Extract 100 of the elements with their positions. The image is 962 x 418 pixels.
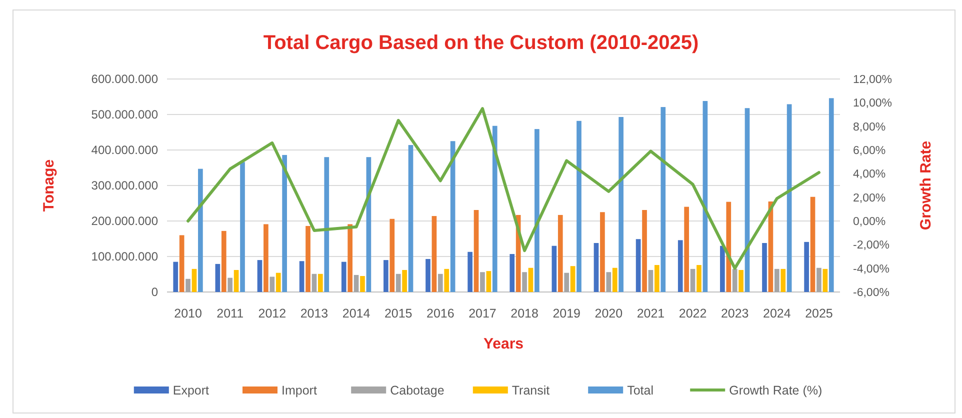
- y2-tick-label: -2,00%: [853, 240, 890, 252]
- bar: [474, 210, 479, 292]
- bar: [402, 270, 407, 292]
- bar: [408, 145, 414, 292]
- bar: [486, 271, 492, 292]
- x-tick-label: 2012: [258, 306, 286, 320]
- bar: [480, 272, 485, 292]
- bar: [318, 274, 323, 292]
- bar: [173, 262, 178, 292]
- bar: [636, 239, 641, 292]
- bar: [306, 226, 310, 292]
- bar: [438, 274, 443, 292]
- bar: [576, 120, 582, 292]
- bar: [738, 270, 744, 292]
- y-tick-label: 500.000.000: [91, 108, 158, 122]
- bar: [360, 276, 365, 292]
- y2-tick-label: 2,00%: [853, 192, 886, 204]
- bar: [702, 101, 708, 292]
- bar: [594, 243, 599, 292]
- bar: [786, 104, 792, 292]
- x-tick-label: 2022: [678, 306, 707, 320]
- y2-tick-label: 6,00%: [853, 145, 886, 158]
- line-series: [186, 107, 820, 270]
- bar: [282, 154, 287, 292]
- x-tick-label: 2014: [342, 306, 370, 320]
- y2-tick-label: 12,00%: [853, 74, 892, 86]
- legend-label: Import: [282, 383, 318, 398]
- bar: [660, 107, 666, 292]
- bar: [492, 126, 498, 292]
- bar: [354, 274, 359, 292]
- y2-tick-label: 8,00%: [853, 121, 886, 134]
- bar: [810, 196, 816, 292]
- x-tick-label: 2016: [426, 306, 454, 320]
- chart-title: Total Cargo Based on the Custom (2010-2025): [263, 32, 699, 54]
- bar: [432, 216, 437, 292]
- bar: [828, 98, 834, 292]
- bar: [534, 129, 540, 292]
- legend-label: Export: [172, 383, 210, 398]
- bar: [822, 268, 828, 292]
- bar: [510, 254, 515, 292]
- bar: [468, 252, 472, 292]
- bar: [299, 261, 304, 292]
- bar: [192, 268, 197, 292]
- bar: [396, 274, 401, 292]
- y-tick-label: 100.000.000: [91, 250, 158, 264]
- bar: [696, 265, 702, 292]
- bar: [612, 268, 618, 292]
- bar: [348, 224, 352, 292]
- x-axis-title: Years: [483, 335, 524, 352]
- bar: [684, 206, 689, 292]
- bar: [179, 235, 184, 292]
- bar: [257, 260, 262, 292]
- x-tick-label: 2015: [384, 306, 412, 320]
- x-tick-label: 2013: [300, 306, 328, 320]
- x-tick-label: 2018: [510, 306, 538, 320]
- x-tick-label: 2024: [763, 306, 791, 320]
- bar: [804, 242, 809, 292]
- bar: [240, 162, 245, 292]
- bar: [726, 202, 732, 292]
- x-tick-label: 2021: [636, 306, 665, 320]
- x-tick-label: 2010: [174, 306, 202, 320]
- bar: [600, 212, 605, 292]
- x-tick-label: 2011: [216, 306, 244, 320]
- bar: [690, 268, 696, 292]
- y-tick-label: 600.000.000: [91, 72, 158, 86]
- x-tick-label: 2017: [468, 306, 496, 320]
- bar: [221, 230, 226, 292]
- legend-label: Growth Rate (%): [729, 383, 822, 398]
- bar: [276, 272, 281, 292]
- bar: [215, 264, 220, 292]
- bar: [324, 157, 330, 292]
- y-tick-label: 0: [151, 285, 158, 300]
- bar: [426, 258, 430, 292]
- bar: [642, 210, 647, 292]
- y2-tick-label: 0,00%: [853, 216, 886, 228]
- bar: [648, 270, 654, 292]
- legend-label: Transit: [512, 383, 550, 398]
- bar: [570, 266, 576, 292]
- bar: [312, 274, 317, 292]
- x-tick-label: 2023: [720, 306, 749, 320]
- bar: [228, 278, 233, 292]
- bar: [234, 270, 239, 292]
- y-tick-label: 300.000.000: [91, 178, 158, 193]
- bar: [774, 268, 780, 292]
- y2-tick-label: 10,00%: [853, 98, 892, 110]
- bar: [341, 262, 346, 292]
- bar: [558, 214, 563, 292]
- x-tick-label: 2020: [594, 306, 623, 320]
- y2-tick-label: -4,00%: [853, 263, 890, 276]
- bar: [618, 116, 624, 292]
- legend-label: Cabotage: [390, 383, 444, 398]
- bar: [390, 218, 395, 292]
- bar: [654, 265, 660, 292]
- bar: [444, 268, 450, 292]
- legend-label: Total: [627, 383, 654, 398]
- y-tick-label: 200.000.000: [91, 214, 158, 228]
- bar: [678, 240, 683, 292]
- bar: [270, 276, 275, 292]
- bar: [564, 272, 570, 292]
- bar: [522, 272, 527, 292]
